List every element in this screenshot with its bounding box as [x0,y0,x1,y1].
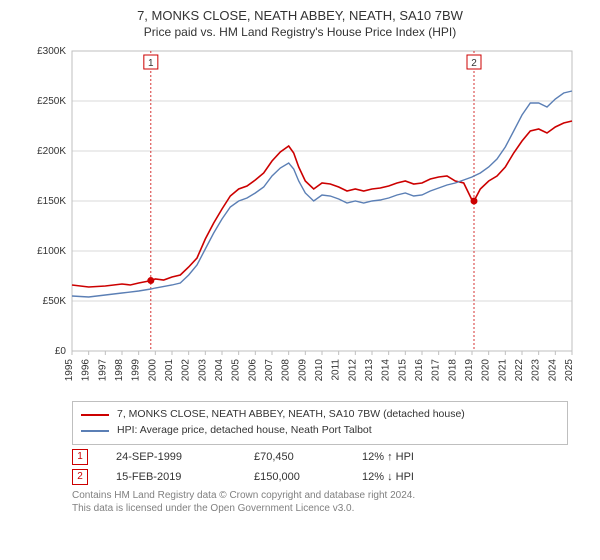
svg-text:1999: 1999 [131,359,142,382]
svg-text:2012: 2012 [347,359,358,382]
txn-diff: 12% ↑ HPI [362,451,414,463]
svg-text:1996: 1996 [81,359,92,382]
svg-text:£50K: £50K [43,296,67,307]
svg-text:£150K: £150K [37,196,66,207]
svg-text:£250K: £250K [37,96,66,107]
svg-text:2010: 2010 [314,359,325,382]
svg-text:2006: 2006 [247,359,258,382]
footer-line: This data is licensed under the Open Gov… [72,502,568,516]
svg-text:2003: 2003 [197,359,208,382]
svg-text:2009: 2009 [297,359,308,382]
marker-badge: 1 [72,449,88,465]
svg-text:£200K: £200K [37,146,66,157]
title-subtitle: Price paid vs. HM Land Registry's House … [12,25,588,39]
legend-swatch [81,414,109,416]
svg-text:2019: 2019 [464,359,475,382]
svg-text:2025: 2025 [564,359,575,382]
svg-text:2016: 2016 [414,359,425,382]
svg-text:2024: 2024 [547,359,558,382]
svg-text:2020: 2020 [481,359,492,382]
svg-text:2000: 2000 [147,359,158,382]
footer: Contains HM Land Registry data © Crown c… [72,489,568,516]
legend: 7, MONKS CLOSE, NEATH ABBEY, NEATH, SA10… [72,401,568,445]
txn-price: £150,000 [254,471,334,483]
svg-text:2002: 2002 [181,359,192,382]
svg-text:2004: 2004 [214,359,225,382]
svg-text:2013: 2013 [364,359,375,382]
svg-text:2021: 2021 [497,359,508,382]
table-row: 2 15-FEB-2019 £150,000 12% ↓ HPI [72,469,568,485]
svg-text:1995: 1995 [64,359,75,382]
legend-row: HPI: Average price, detached house, Neat… [81,423,559,439]
svg-text:£300K: £300K [37,46,66,57]
svg-text:2015: 2015 [397,359,408,382]
txn-date: 24-SEP-1999 [116,451,226,463]
chart-svg: £0 £50K £100K £150K £200K £250K £300K 1995 1996 1… [20,45,580,395]
chart-area: £0 £50K £100K £150K £200K £250K £300K 1995 1996 1… [20,45,580,395]
svg-text:£0: £0 [55,346,67,357]
svg-text:2007: 2007 [264,359,275,382]
legend-label: 7, MONKS CLOSE, NEATH ABBEY, NEATH, SA10… [117,407,465,423]
transactions-table: 1 24-SEP-1999 £70,450 12% ↑ HPI 2 15-FEB… [72,449,568,485]
svg-text:2005: 2005 [231,359,242,382]
svg-text:1: 1 [148,58,154,69]
svg-text:£100K: £100K [37,246,66,257]
txn-date: 15-FEB-2019 [116,471,226,483]
table-row: 1 24-SEP-1999 £70,450 12% ↑ HPI [72,449,568,465]
legend-row: 7, MONKS CLOSE, NEATH ABBEY, NEATH, SA10… [81,407,559,423]
svg-text:2022: 2022 [514,359,525,382]
chart-titles: 7, MONKS CLOSE, NEATH ABBEY, NEATH, SA10… [12,8,588,39]
svg-text:2008: 2008 [281,359,292,382]
title-address: 7, MONKS CLOSE, NEATH ABBEY, NEATH, SA10… [12,8,588,23]
legend-label: HPI: Average price, detached house, Neat… [117,423,372,439]
txn-price: £70,450 [254,451,334,463]
marker-badge: 2 [72,469,88,485]
svg-text:2017: 2017 [431,359,442,382]
txn-diff: 12% ↓ HPI [362,471,414,483]
footer-line: Contains HM Land Registry data © Crown c… [72,489,568,503]
svg-text:1998: 1998 [114,359,125,382]
svg-text:2018: 2018 [447,359,458,382]
svg-text:2023: 2023 [531,359,542,382]
svg-text:2001: 2001 [164,359,175,382]
svg-text:2: 2 [471,58,477,69]
legend-swatch [81,430,109,432]
svg-text:1997: 1997 [97,359,108,382]
svg-text:2014: 2014 [381,359,392,382]
svg-text:2011: 2011 [331,359,342,381]
